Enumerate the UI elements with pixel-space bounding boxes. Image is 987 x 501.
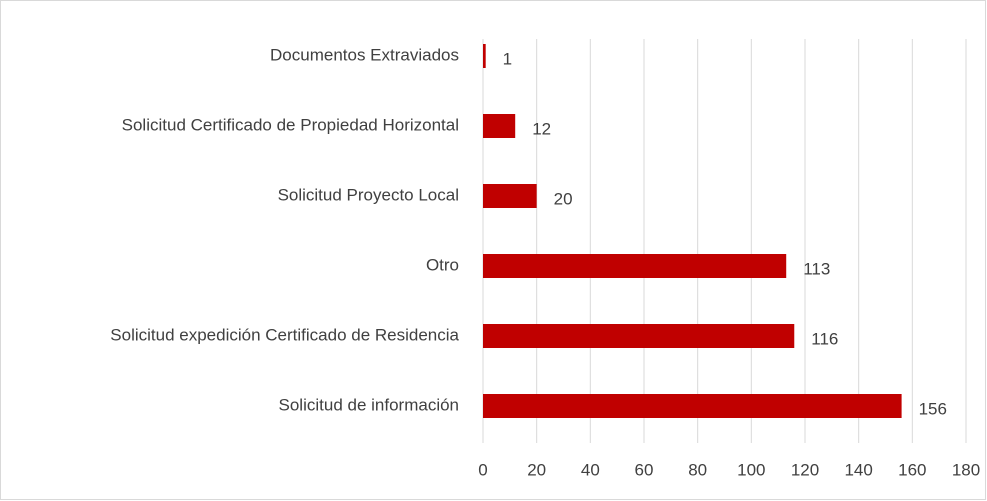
data-label: 116 xyxy=(811,329,838,348)
y-tick-label: Solicitud Certificado de Propiedad Horiz… xyxy=(122,115,459,134)
data-label: 20 xyxy=(554,189,573,208)
y-tick-label: Solicitud Proyecto Local xyxy=(278,185,459,204)
data-label: 113 xyxy=(803,259,830,278)
bar xyxy=(483,394,902,418)
data-label: 12 xyxy=(532,119,551,138)
x-tick-label: 20 xyxy=(527,460,546,479)
bar xyxy=(483,324,795,348)
x-tick-label: 100 xyxy=(737,460,765,479)
x-tick-label: 180 xyxy=(952,460,980,479)
x-tick-label: 40 xyxy=(581,460,600,479)
x-tick-label: 80 xyxy=(688,460,707,479)
x-tick-label: 140 xyxy=(844,460,872,479)
bar xyxy=(483,114,516,138)
x-tick-label: 160 xyxy=(898,460,926,479)
x-tick-label: 0 xyxy=(478,460,487,479)
x-tick-label: 60 xyxy=(635,460,654,479)
y-tick-label: Documentos Extraviados xyxy=(270,45,459,64)
data-label: 156 xyxy=(919,399,947,418)
x-tick-label: 120 xyxy=(791,460,819,479)
y-tick-label: Solicitud de información xyxy=(279,395,459,414)
bar xyxy=(483,184,537,208)
bar xyxy=(483,254,787,278)
bar xyxy=(483,44,486,68)
y-tick-label: Solicitud expedición Certificado de Resi… xyxy=(110,325,459,344)
data-label: 1 xyxy=(503,49,512,68)
y-tick-label: Otro xyxy=(426,255,459,274)
